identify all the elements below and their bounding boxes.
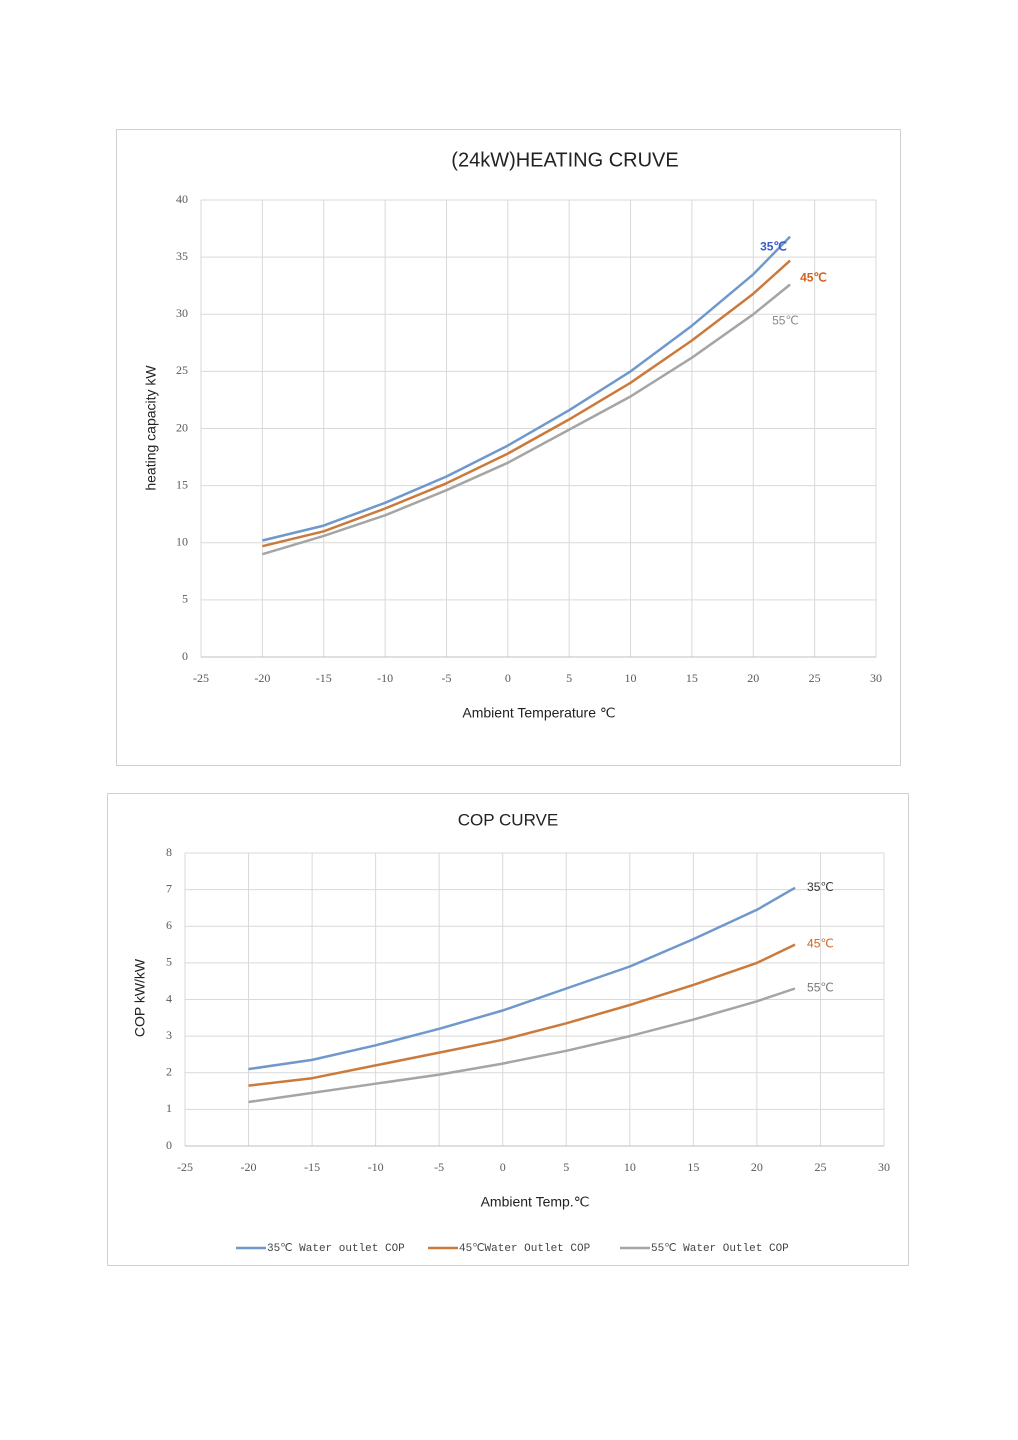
x-tick-label: -15	[304, 1160, 320, 1174]
x-tick-label: 5	[566, 671, 572, 685]
y-axis-label: heating capacity kW	[143, 365, 159, 491]
line-series	[248, 987, 796, 1104]
x-tick-label: 15	[687, 1160, 699, 1174]
y-tick-label: 6	[166, 918, 172, 932]
y-tick-label: 35	[176, 249, 188, 263]
chart-frame	[107, 793, 909, 1266]
y-tick-label: 10	[176, 535, 188, 549]
y-tick-label: 40	[176, 192, 188, 206]
y-tick-label: 25	[176, 363, 188, 377]
y-tick-label: 15	[176, 477, 188, 491]
x-tick-label: 0	[500, 1160, 506, 1174]
x-tick-label: 5	[563, 1160, 569, 1174]
chart-title: COP CURVE	[458, 810, 558, 829]
y-tick-label: 30	[176, 306, 188, 320]
x-tick-label: 30	[870, 671, 882, 685]
line-series	[262, 283, 791, 556]
legend-label: 35℃ Water outlet COP	[267, 1243, 405, 1255]
x-tick-label: 15	[686, 671, 698, 685]
series-end-label: 55℃	[807, 981, 834, 995]
x-tick-label: -10	[368, 1160, 384, 1174]
series-end-label: 35℃	[807, 880, 834, 894]
series-end-label: 35℃	[760, 240, 787, 254]
x-tick-label: -25	[193, 671, 209, 685]
x-tick-label: -5	[441, 671, 451, 685]
y-tick-label: 0	[182, 649, 188, 663]
x-tick-label: 10	[624, 1160, 636, 1174]
x-tick-label: 25	[809, 671, 821, 685]
x-tick-label: 0	[505, 671, 511, 685]
line-series	[248, 886, 796, 1071]
y-axis-label: COP kW/kW	[132, 958, 148, 1037]
y-tick-label: 0	[166, 1138, 172, 1152]
chart-title: (24kW)HEATING CRUVE	[451, 149, 678, 171]
y-tick-label: 1	[166, 1101, 172, 1115]
x-tick-label: 20	[751, 1160, 763, 1174]
x-tick-label: 30	[878, 1160, 890, 1174]
x-tick-label: 20	[747, 671, 759, 685]
series-end-label: 45℃	[807, 937, 834, 951]
x-tick-label: -15	[316, 671, 332, 685]
x-tick-label: -25	[177, 1160, 193, 1174]
line-series	[262, 235, 791, 542]
x-tick-label: -20	[241, 1160, 257, 1174]
y-tick-label: 20	[176, 420, 188, 434]
x-tick-label: 10	[625, 671, 637, 685]
x-tick-label: 25	[814, 1160, 826, 1174]
x-tick-label: -20	[254, 671, 270, 685]
y-tick-label: 4	[166, 991, 172, 1005]
legend-label: 55℃ Water Outlet COP	[651, 1243, 789, 1255]
y-tick-label: 3	[166, 1028, 172, 1042]
y-tick-label: 7	[166, 881, 172, 895]
y-tick-label: 5	[166, 955, 172, 969]
x-tick-label: -10	[377, 671, 393, 685]
x-tick-label: -5	[434, 1160, 444, 1174]
y-tick-label: 8	[166, 845, 172, 859]
legend-label: 45℃Water Outlet COP	[459, 1243, 591, 1255]
series-end-label: 45℃	[800, 271, 827, 285]
y-tick-label: 5	[182, 592, 188, 606]
line-series	[262, 259, 791, 548]
y-tick-label: 2	[166, 1065, 172, 1079]
x-axis-label: Ambient Temperature ℃	[462, 705, 615, 721]
line-series	[248, 943, 796, 1087]
series-end-label: 55℃	[772, 314, 799, 328]
chart-frame	[116, 129, 901, 766]
x-axis-label: Ambient Temp.℃	[481, 1194, 590, 1210]
